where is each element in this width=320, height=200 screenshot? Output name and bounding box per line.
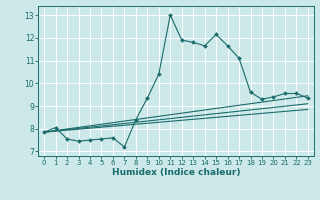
X-axis label: Humidex (Indice chaleur): Humidex (Indice chaleur) bbox=[112, 168, 240, 177]
